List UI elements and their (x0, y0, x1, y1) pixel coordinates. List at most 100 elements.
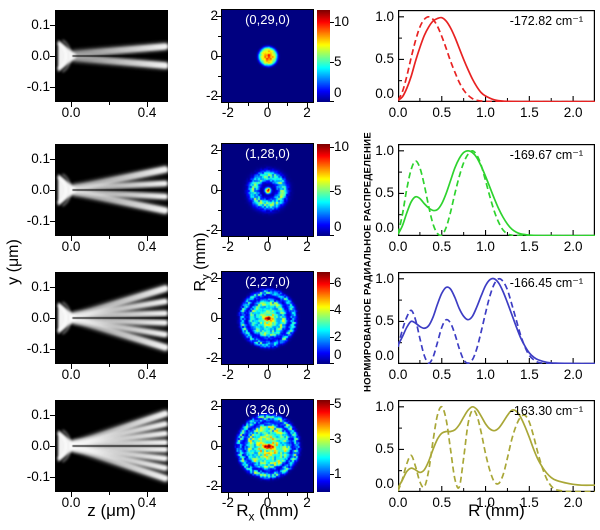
tick-label: 0.0 (375, 476, 394, 491)
tick-label: 0.5 (375, 51, 394, 67)
colorbar-2 (317, 144, 330, 236)
tick-mark (216, 190, 221, 191)
tick-label: 1.5 (519, 495, 539, 510)
tick-mark (227, 237, 229, 242)
tick-label: 0.0 (31, 182, 50, 197)
tick-label: 1.0 (375, 142, 394, 158)
wavenumber-label-2: -169.67 cm⁻¹ (509, 148, 583, 162)
tick-mark (330, 146, 334, 148)
tick-mark (71, 492, 72, 497)
tick-label: 2 (303, 367, 311, 382)
tick-mark (330, 191, 334, 193)
tick-label: 1.0 (476, 367, 495, 382)
mode-label-2: (1,28,0) (245, 146, 290, 161)
tick-mark (147, 364, 148, 369)
tick-label: 0.0 (375, 348, 394, 363)
beam-image-2 (55, 144, 168, 236)
ry-axis-label-unit: (mm) (191, 232, 209, 275)
tick-mark (307, 237, 309, 242)
tick-label: 0.0 (61, 495, 81, 510)
tick-mark (50, 221, 55, 222)
tick-label: 1.5 (519, 105, 539, 120)
heatmap-4 (221, 399, 314, 493)
tick-label: 2.0 (563, 105, 583, 120)
tick-label: 0.1 (31, 17, 50, 32)
tick-mark (109, 492, 110, 495)
tick-label: -0.1 (26, 213, 50, 228)
tick-mark (218, 298, 221, 300)
rx-axis-caption-unit: (mm) (254, 501, 299, 520)
tick-label: -2 (205, 87, 218, 103)
tick-mark (216, 278, 221, 280)
tick-label: 0.4 (137, 495, 157, 510)
colorbar-tick-label: 5 (334, 183, 342, 199)
tick-label: 2 (210, 142, 218, 158)
tick-label: 0.1 (31, 279, 50, 294)
tick-label: 1.0 (375, 270, 394, 286)
tick-mark (307, 103, 309, 108)
tick-mark (50, 349, 55, 350)
tick-label: 2 (210, 8, 218, 24)
colorbar-tick-label: 5 (334, 395, 342, 411)
tick-mark (147, 102, 148, 107)
tick-label: 0.5 (432, 239, 452, 254)
tick-label: 0.0 (31, 310, 50, 325)
colorbar-tick-label: 0 (334, 85, 342, 100)
tick-label: 0.1 (31, 151, 50, 166)
tick-mark (71, 236, 72, 241)
tick-label: 0.4 (137, 367, 157, 382)
tick-mark (216, 16, 221, 18)
tick-mark (50, 446, 55, 447)
tick-mark (218, 170, 221, 172)
profile-chart-4 (397, 400, 596, 497)
wavenumber-label-4: -163.30 cm⁻¹ (509, 404, 583, 418)
tick-label: 0 (263, 105, 272, 120)
colorbar-tick-label: 0 (334, 347, 342, 362)
tick-mark (330, 309, 334, 311)
wavenumber-label-1: -172.82 cm⁻¹ (509, 14, 583, 28)
line-chart-svg (397, 144, 596, 237)
tick-mark (287, 365, 289, 368)
colorbar-tick-label: 4 (334, 301, 342, 317)
tick-label: 0.4 (137, 105, 157, 120)
tick-mark (216, 229, 221, 231)
tick-mark (227, 493, 229, 498)
tick-label: 0.0 (375, 220, 394, 235)
tick-label: 2 (210, 398, 218, 414)
profile-chart-3 (397, 272, 596, 369)
tick-label: -2 (221, 105, 234, 120)
tick-mark (227, 365, 229, 370)
tick-label: 2 (303, 495, 311, 510)
tick-label: 1.0 (375, 8, 394, 24)
tick-mark (50, 25, 55, 26)
tick-mark (71, 364, 72, 369)
colorbar-tick-label: 10 (334, 14, 350, 29)
profile-chart-1 (397, 10, 596, 107)
tick-mark (147, 492, 148, 497)
tick-mark (216, 406, 221, 408)
heatmap-2 (221, 143, 314, 237)
tick-label: 0 (210, 48, 218, 63)
tick-mark (330, 336, 334, 338)
tick-label: -0.1 (26, 79, 50, 94)
tick-mark (267, 103, 269, 108)
tick-label: 0 (263, 239, 272, 254)
mode-label-1: (0,29,0) (245, 12, 290, 27)
tick-mark (50, 415, 55, 416)
colorbar-tick-label: 5 (334, 54, 342, 69)
tick-mark (307, 493, 309, 498)
y-axis-label-unit: (μm) (5, 239, 22, 277)
tick-mark (247, 365, 249, 368)
tick-label: 0.0 (31, 48, 50, 63)
colorbar-tick-label: 6 (334, 274, 342, 290)
r-axis-caption: R (mm) (398, 501, 595, 521)
tick-label: 0.0 (375, 86, 394, 101)
tick-mark (50, 56, 55, 57)
tick-mark (216, 357, 221, 359)
rx-axis-caption-sub: x (248, 509, 255, 524)
tick-label: -2 (221, 367, 234, 382)
heatmap-3 (221, 271, 314, 365)
tick-mark (247, 103, 249, 106)
tick-mark (50, 318, 55, 319)
